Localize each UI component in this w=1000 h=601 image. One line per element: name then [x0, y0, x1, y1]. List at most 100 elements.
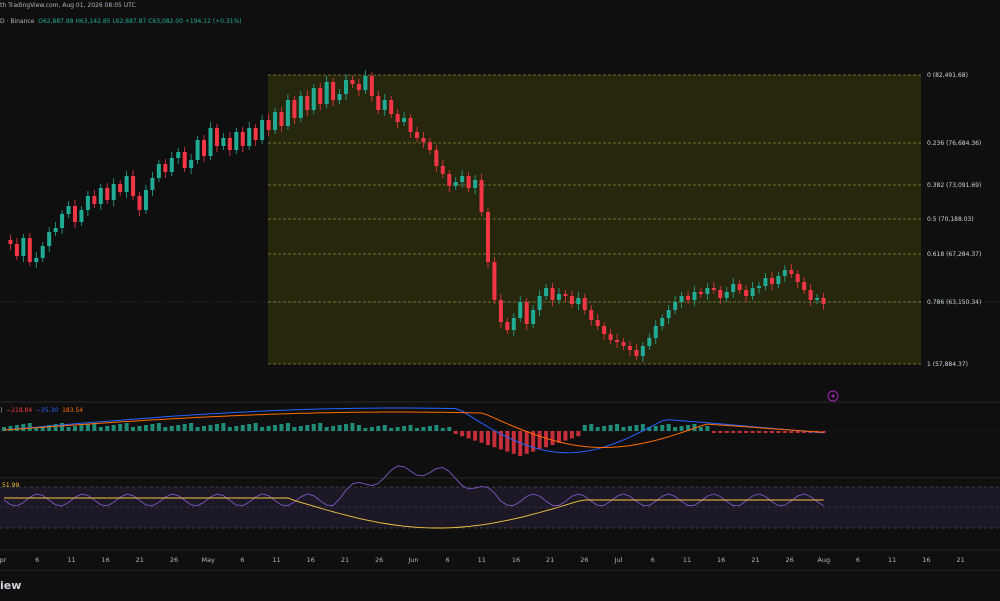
- macd-histogram-bar: [782, 431, 787, 433]
- candle-body: [356, 84, 361, 90]
- macd-histogram-bar: [53, 424, 58, 431]
- macd-histogram-bar: [124, 423, 129, 431]
- candle-body: [208, 128, 213, 156]
- candle-body: [202, 140, 207, 156]
- macd-histogram-bar: [247, 424, 252, 431]
- macd-histogram-bar: [524, 431, 529, 454]
- macd-histogram-bar: [156, 423, 161, 431]
- rsi-value: 51.99: [2, 482, 20, 489]
- price-chart[interactable]: 0 (82,491.68) 0.236 (76,684.36) 0.382 (73,…: [0, 0, 1000, 570]
- macd-histogram-bar: [608, 425, 613, 431]
- candle-body: [260, 120, 265, 140]
- candle-body: [363, 76, 368, 90]
- macd-histogram-bar: [27, 423, 32, 431]
- candle-body: [524, 302, 529, 324]
- macd-histogram-bar: [182, 424, 187, 431]
- time-axis-label: 16: [512, 556, 520, 564]
- candle-body: [72, 206, 77, 222]
- candle-body: [686, 296, 691, 300]
- macd-histogram-bar: [350, 423, 355, 431]
- candle-body: [382, 100, 387, 110]
- candle-body: [447, 174, 452, 186]
- candle-body: [795, 274, 800, 282]
- candle-body: [498, 300, 503, 322]
- candle-body: [344, 80, 349, 94]
- macd-histogram-bar: [2, 427, 6, 431]
- macd-histogram-bar: [718, 431, 723, 433]
- candle-body: [150, 178, 155, 190]
- open-value: O62,887.88: [38, 18, 74, 25]
- candle-body: [511, 318, 516, 330]
- macd-signal-value: 183.54: [62, 407, 84, 414]
- candle-body: [298, 96, 303, 118]
- macd-histogram-bar: [72, 426, 77, 431]
- macd-histogram-bar: [21, 424, 26, 431]
- macd-histogram-bar: [627, 426, 632, 431]
- macd-histogram-bar: [253, 423, 258, 431]
- macd-histogram-bar: [744, 431, 749, 433]
- macd-histogram-bar: [466, 431, 471, 439]
- macd-histogram-bar: [750, 431, 755, 433]
- macd-histogram-bar: [802, 431, 807, 433]
- macd-histogram-bar: [453, 431, 458, 434]
- candle-body: [292, 100, 297, 118]
- macd-histogram-bar: [356, 425, 361, 431]
- fib-label-4: 0.618 (67,284.37): [927, 251, 981, 258]
- candle-body: [608, 334, 613, 340]
- macd-histogram-bar: [376, 426, 381, 431]
- time-axis-label: 11: [478, 556, 486, 564]
- candle-body: [621, 342, 626, 346]
- macd-histogram-bar: [389, 428, 394, 431]
- candle-body: [815, 298, 820, 300]
- time-axis-label: 21: [956, 556, 964, 564]
- low-value: L62,887.87: [112, 18, 147, 25]
- macd-legend: ) −218.84 −35.30 183.54: [0, 407, 83, 414]
- candle-body: [421, 138, 426, 142]
- candle-body: [492, 262, 497, 300]
- macd-histogram-bar: [634, 425, 639, 431]
- candle-body: [253, 128, 258, 140]
- candle-body: [98, 188, 103, 204]
- candle-body: [821, 298, 826, 304]
- lightning-icon: [827, 390, 839, 402]
- candle-body: [408, 118, 413, 132]
- macd-histogram-bar: [769, 431, 774, 433]
- candle-body: [124, 176, 129, 192]
- macd-histogram-bar: [92, 423, 97, 431]
- macd-histogram-bar: [318, 423, 323, 431]
- macd-histogram-bar: [34, 427, 39, 431]
- candle-body: [666, 310, 671, 318]
- candle-body: [769, 278, 774, 284]
- macd-histogram-bar: [660, 425, 665, 431]
- candle-body: [389, 100, 394, 114]
- candle-body: [705, 288, 710, 294]
- footer-bar: iew: [0, 570, 1000, 601]
- candle-body: [737, 284, 742, 290]
- candle-body: [724, 292, 729, 298]
- macd-histogram-bar: [143, 425, 148, 431]
- macd-histogram-bar: [79, 425, 84, 431]
- candle-body: [653, 326, 658, 338]
- candle-body: [369, 76, 374, 96]
- candle-body: [692, 292, 697, 300]
- time-axis-label: 6: [240, 556, 244, 564]
- macd-histogram-bar: [505, 431, 510, 452]
- rsi-legend: 51.99: [2, 482, 19, 489]
- candle-body: [311, 88, 316, 110]
- time-axis-label: 26: [170, 556, 178, 564]
- macd-histogram-bar: [324, 427, 329, 431]
- time-axis-label: 26: [580, 556, 588, 564]
- candle-body: [214, 128, 219, 146]
- candle-body: [763, 278, 768, 286]
- candle-body: [537, 296, 542, 310]
- candle-body: [318, 88, 323, 104]
- candle-body: [324, 82, 329, 104]
- macd-histogram-bar: [666, 424, 671, 431]
- time-axis-label: 26: [375, 556, 383, 564]
- macd-histogram-bar: [705, 426, 710, 431]
- candle-body: [550, 288, 555, 300]
- candle-body: [673, 302, 678, 310]
- candle-body: [485, 212, 490, 262]
- candle-body: [195, 140, 200, 160]
